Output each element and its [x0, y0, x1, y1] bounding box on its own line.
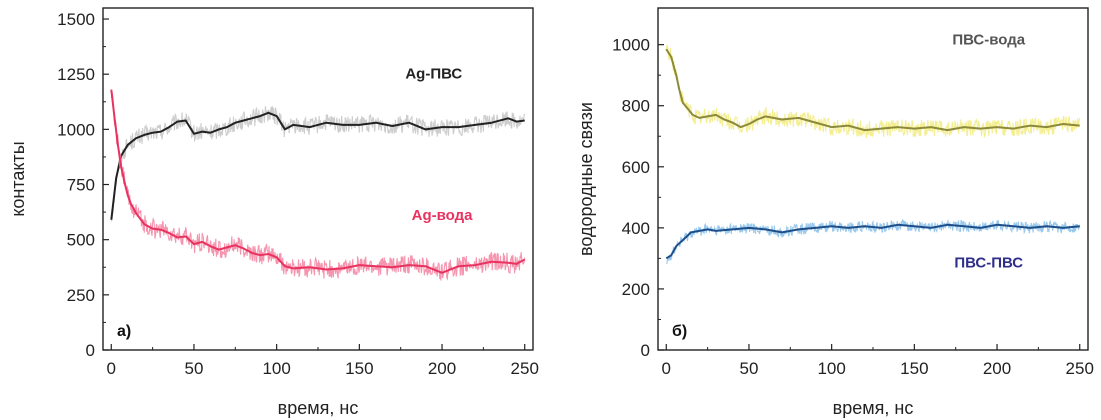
series-label: Ag-ПВС	[405, 66, 462, 83]
y-tick-label: 1250	[57, 65, 95, 84]
x-tick-label: 150	[345, 359, 373, 378]
x-tick-label: 250	[511, 359, 539, 378]
series-line-2	[110, 89, 526, 274]
y-tick-label: 600	[622, 158, 650, 177]
x-tick-label: 0	[662, 359, 671, 378]
x-tick-label: 200	[428, 359, 456, 378]
series-line-1	[665, 48, 1080, 132]
panel-1: 0 50 100 150 200 250 0 250 500 750 1000 1250 1500 вре…	[8, 7, 539, 418]
x-tick-label: 50	[185, 359, 204, 378]
y-axis-label: водородные связи	[576, 102, 596, 256]
series-band-1	[665, 44, 1081, 139]
y-tick-label: 1000	[612, 36, 650, 55]
y-axis-label: контакты	[8, 141, 28, 216]
y-tick-label: 1500	[57, 10, 95, 29]
panel-label: б)	[672, 323, 687, 340]
x-axis-label: время, нс	[833, 398, 914, 418]
y-tick-label: 750	[67, 176, 95, 195]
x-tick-label: 250	[1066, 359, 1094, 378]
y-tick-label: 500	[67, 231, 95, 250]
panel-2: 0 50 100 150 200 250 0 200 400 600 800 1000 время, н…	[576, 7, 1094, 418]
x-tick-label: 100	[262, 359, 290, 378]
x-axis-label: время, нс	[278, 398, 359, 418]
plot-frame	[657, 7, 1089, 351]
plot-frame	[102, 7, 534, 351]
series-label: ПВС-вода	[952, 32, 1025, 49]
y-tick-label: 0	[641, 341, 650, 360]
y-tick-label: 800	[622, 97, 650, 116]
series-band-2	[110, 92, 526, 281]
x-tick-label: 200	[983, 359, 1011, 378]
panel-label: а)	[117, 323, 131, 340]
x-tick-label: 150	[900, 359, 928, 378]
series-line-2	[665, 223, 1080, 260]
y-tick-label: 250	[67, 286, 95, 305]
y-tick-label: 400	[622, 219, 650, 238]
x-tick-label: 0	[107, 359, 116, 378]
y-tick-label: 1000	[57, 120, 95, 139]
series-line-1	[110, 111, 525, 220]
y-tick-label: 200	[622, 280, 650, 299]
x-tick-label: 100	[817, 359, 845, 378]
series-label: Ag-вода	[412, 207, 474, 224]
x-tick-label: 50	[740, 359, 759, 378]
series-label: ПВС-ПВС	[954, 255, 1023, 272]
y-tick-label: 0	[86, 341, 95, 360]
